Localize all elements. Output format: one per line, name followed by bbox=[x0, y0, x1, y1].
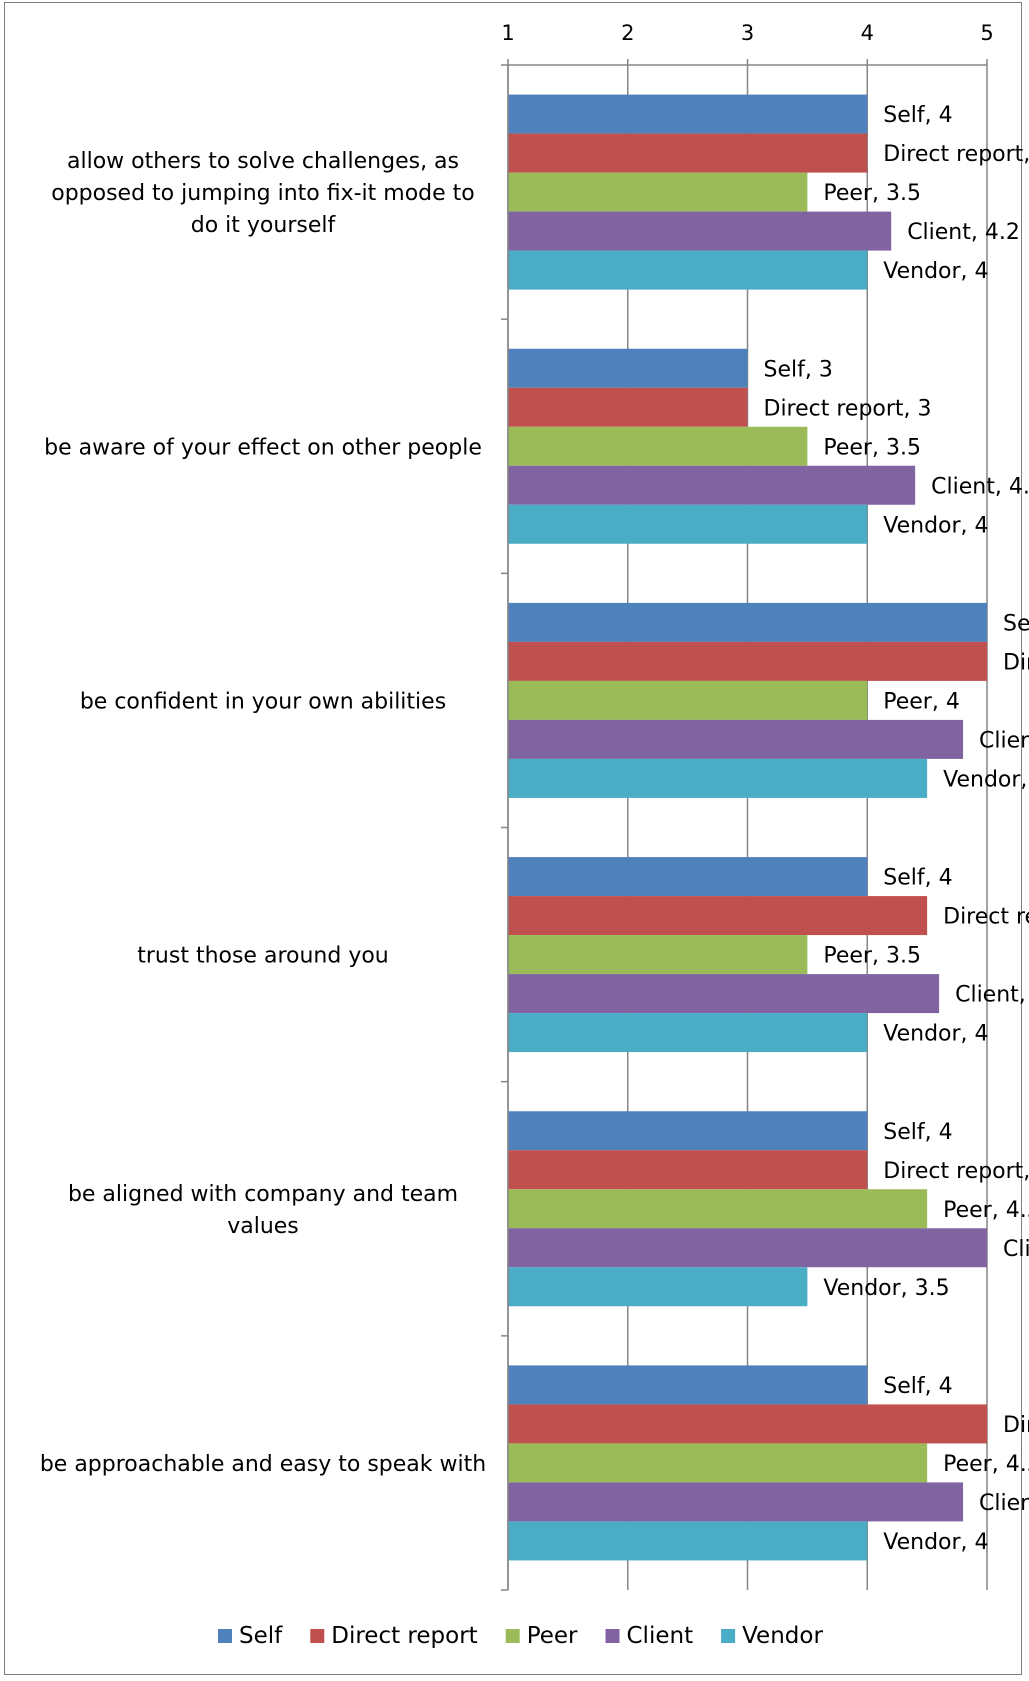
bar-vendor bbox=[508, 758, 928, 798]
data-label: Client, 4.8 bbox=[979, 728, 1029, 753]
data-label: Peer, 3.5 bbox=[823, 435, 921, 460]
data-label: Vendor, 4 bbox=[883, 1022, 988, 1047]
data-label: Client, 4.6 bbox=[955, 983, 1029, 1008]
bar-peer bbox=[508, 680, 868, 720]
bar-self bbox=[508, 857, 868, 897]
data-label: Direct report, 3 bbox=[764, 396, 932, 421]
bar-direct-report bbox=[508, 1150, 868, 1190]
data-label: Direct report, 4 bbox=[883, 142, 1029, 167]
bar-client bbox=[508, 1228, 987, 1268]
data-label: Peer, 4 bbox=[883, 689, 960, 714]
bar-vendor bbox=[508, 1521, 868, 1561]
data-label: Peer, 3.5 bbox=[823, 181, 921, 206]
category-label: be aware of your effect on other people bbox=[44, 435, 482, 460]
data-label: Vendor, 4 bbox=[883, 259, 988, 284]
x-tick-label: 2 bbox=[621, 21, 634, 45]
bar-client bbox=[508, 719, 964, 759]
legend-label: Peer bbox=[527, 1623, 578, 1649]
data-label: Self, 3 bbox=[764, 357, 833, 382]
bar-direct-report bbox=[508, 387, 748, 427]
bar-self bbox=[508, 348, 748, 388]
x-tick-label: 5 bbox=[980, 21, 993, 45]
bar-peer bbox=[508, 1189, 928, 1229]
category-label: trust those around you bbox=[137, 944, 389, 969]
data-label: Client, 4.8 bbox=[979, 1491, 1029, 1516]
bar-vendor bbox=[508, 504, 868, 544]
data-label: Self, 4 bbox=[883, 1374, 952, 1399]
legend-swatch bbox=[310, 1629, 325, 1643]
bar-self bbox=[508, 1365, 868, 1405]
legend-swatch bbox=[721, 1629, 736, 1643]
category-label: be approachable and easy to speak with bbox=[40, 1452, 486, 1477]
legend-label: Vendor bbox=[742, 1623, 823, 1649]
bar-direct-report bbox=[508, 896, 928, 936]
category-label: values bbox=[227, 1214, 299, 1239]
bar-vendor bbox=[508, 1267, 808, 1307]
bar-vendor bbox=[508, 250, 868, 290]
bar-peer bbox=[508, 1443, 928, 1483]
data-label: Direct report, 5 bbox=[1003, 1413, 1029, 1438]
data-label: Peer, 3.5 bbox=[823, 944, 921, 969]
bar-direct-report bbox=[508, 133, 868, 173]
data-label: Client, 5 bbox=[1003, 1237, 1029, 1262]
bar-self bbox=[508, 94, 868, 134]
x-tick-label: 3 bbox=[741, 21, 754, 45]
bar-self bbox=[508, 602, 987, 642]
category-label: do it yourself bbox=[191, 213, 337, 238]
data-label: Direct report, 4.5 bbox=[943, 905, 1029, 930]
bar-peer bbox=[508, 935, 808, 975]
data-label: Vendor, 4 bbox=[883, 513, 988, 538]
legend-label: Self bbox=[239, 1623, 283, 1649]
bar-client bbox=[508, 974, 940, 1014]
legend-label: Direct report bbox=[331, 1623, 477, 1649]
data-label: Direct report, 5 bbox=[1003, 650, 1029, 675]
data-label: Self, 4 bbox=[883, 866, 952, 891]
legend-swatch bbox=[505, 1629, 520, 1643]
bar-client bbox=[508, 211, 892, 251]
data-label: Client, 4.4 bbox=[931, 474, 1029, 499]
bar-peer bbox=[508, 426, 808, 466]
legend-label: Client bbox=[627, 1623, 694, 1649]
data-label: Self, 4 bbox=[883, 1120, 952, 1145]
data-label: Client, 4.2 bbox=[907, 220, 1020, 245]
bar-self bbox=[508, 1111, 868, 1151]
bar-direct-report bbox=[508, 641, 987, 681]
category-label: be confident in your own abilities bbox=[80, 689, 446, 714]
x-tick-label: 1 bbox=[501, 21, 514, 45]
bar-peer bbox=[508, 172, 808, 212]
legend-swatch bbox=[218, 1629, 232, 1643]
data-label: Vendor, 4.5 bbox=[943, 767, 1029, 792]
data-label: Vendor, 4 bbox=[883, 1530, 988, 1555]
data-label: Peer, 4.5 bbox=[943, 1452, 1029, 1477]
legend-swatch bbox=[605, 1629, 620, 1643]
bar-client bbox=[508, 1482, 964, 1522]
data-label: Self, 5 bbox=[1003, 611, 1029, 636]
x-tick-label: 4 bbox=[861, 21, 874, 45]
data-label: Self, 4 bbox=[883, 103, 952, 128]
bar-client bbox=[508, 465, 916, 505]
data-label: Peer, 4.5 bbox=[943, 1198, 1029, 1223]
bar-vendor bbox=[508, 1013, 868, 1053]
category-label: opposed to jumping into fix-it mode to bbox=[51, 181, 475, 206]
category-label: be aligned with company and team bbox=[68, 1182, 458, 1207]
data-label: Direct report, 4 bbox=[883, 1159, 1029, 1184]
category-label: allow others to solve challenges, as bbox=[67, 149, 459, 174]
data-label: Vendor, 3.5 bbox=[823, 1276, 949, 1301]
bar-direct-report bbox=[508, 1404, 987, 1444]
